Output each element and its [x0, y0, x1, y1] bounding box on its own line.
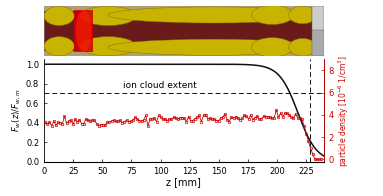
Y-axis label: $F_w(z)/F_{w,m}$: $F_w(z)/F_{w,m}$ [11, 89, 23, 132]
Ellipse shape [289, 38, 317, 56]
Bar [44, 51, 324, 56]
Ellipse shape [75, 10, 92, 52]
Y-axis label: particle density [$10^{-6}$ 1/cm$^3$]: particle density [$10^{-6}$ 1/cm$^3$] [337, 54, 351, 167]
Bar [312, 6, 324, 30]
Ellipse shape [44, 37, 74, 56]
X-axis label: z [mm]: z [mm] [166, 177, 201, 187]
Bar [312, 6, 324, 56]
Ellipse shape [80, 6, 136, 25]
Ellipse shape [289, 6, 317, 24]
Ellipse shape [251, 38, 293, 57]
Ellipse shape [251, 5, 293, 24]
Ellipse shape [108, 39, 318, 55]
Bar [44, 6, 324, 11]
Text: ion cloud extent: ion cloud extent [123, 81, 197, 90]
Bar [74, 10, 93, 52]
Ellipse shape [44, 6, 74, 25]
Ellipse shape [108, 7, 318, 23]
Bar [44, 10, 324, 52]
Ellipse shape [80, 37, 136, 56]
